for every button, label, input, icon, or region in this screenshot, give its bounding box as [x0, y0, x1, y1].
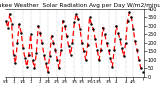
- Title: Milwaukee Weather  Solar Radiation Avg per Day W/m2/minute: Milwaukee Weather Solar Radiation Avg pe…: [0, 3, 160, 8]
